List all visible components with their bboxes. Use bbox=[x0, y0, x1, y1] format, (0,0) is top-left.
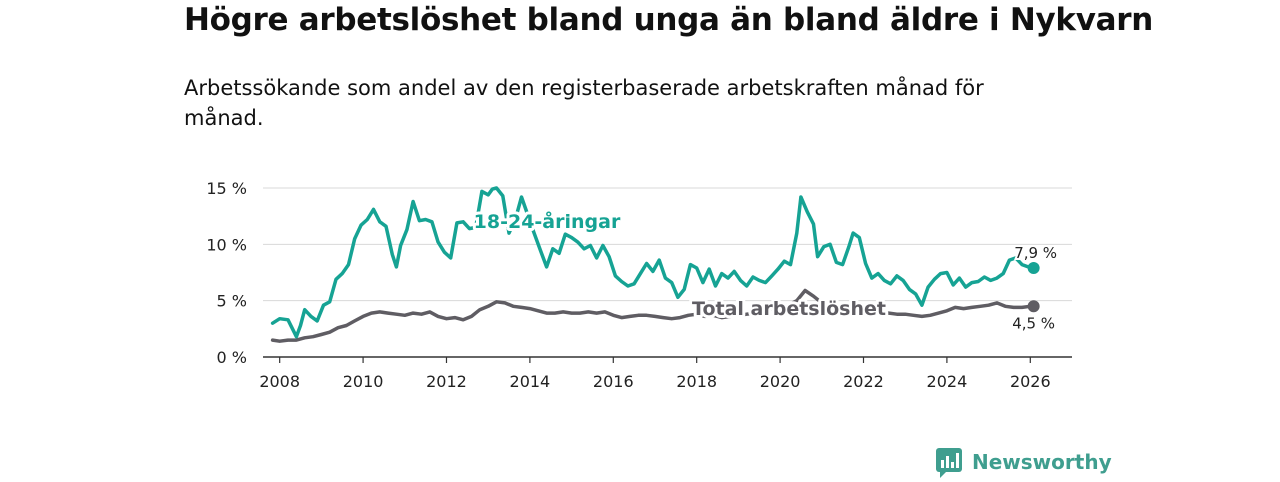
x-tick-label: 2020 bbox=[760, 372, 801, 391]
x-axis-ticks: 2008 2010 2012 2014 2016 2018 2020 2022 2024 2026 bbox=[259, 357, 1051, 391]
chart-title: Högre arbetslöshet bland unga än bland ä… bbox=[184, 2, 1154, 38]
x-tick-label: 2022 bbox=[843, 372, 884, 391]
x-tick-label: 2026 bbox=[1010, 372, 1051, 391]
end-point-youth bbox=[1027, 261, 1040, 274]
line-chart: 0 %5 %10 %15 % 2008 2010 2012 2014 2016 2018 2… bbox=[206, 179, 1072, 391]
y-tick-label: 15 % bbox=[206, 179, 247, 198]
x-tick-label: 2010 bbox=[343, 372, 384, 391]
series-label-total: Total arbetslöshet bbox=[692, 298, 886, 320]
end-value-total: 4,5 % bbox=[1012, 314, 1055, 332]
y-tick-label: 10 % bbox=[206, 235, 247, 254]
y-axis-ticks: 0 % 5 % 10 % 15 % bbox=[206, 179, 247, 367]
x-tick-label: 2018 bbox=[676, 372, 717, 391]
series-labels: 18-24-åringar Total arbetslöshet 7,9 % 4,5 … bbox=[471, 206, 1059, 334]
x-tick-label: 2012 bbox=[426, 372, 467, 391]
x-tick-label: 2014 bbox=[510, 372, 551, 391]
x-tick-label: 2016 bbox=[593, 372, 634, 391]
y-tick-label: 5 % bbox=[217, 292, 247, 311]
series-label-youth: 18-24-åringar bbox=[474, 209, 621, 233]
series-line-total bbox=[270, 288, 1036, 343]
chart-grid bbox=[263, 187, 1072, 302]
newsworthy-logo-icon bbox=[936, 448, 962, 478]
series-line-youth bbox=[270, 186, 1036, 339]
x-tick-label: 2024 bbox=[927, 372, 968, 391]
chart-subtitle: Arbetssökande som andel av den registerb… bbox=[184, 76, 984, 130]
y-tick-label: 0 % bbox=[217, 348, 247, 367]
x-tick-label: 2008 bbox=[259, 372, 300, 391]
end-point-total bbox=[1027, 300, 1040, 313]
brand-name: Newsworthy bbox=[972, 450, 1112, 474]
series-group bbox=[270, 186, 1040, 343]
end-value-youth: 7,9 % bbox=[1014, 244, 1057, 262]
newsworthy-brand: Newsworthy bbox=[936, 448, 1112, 480]
